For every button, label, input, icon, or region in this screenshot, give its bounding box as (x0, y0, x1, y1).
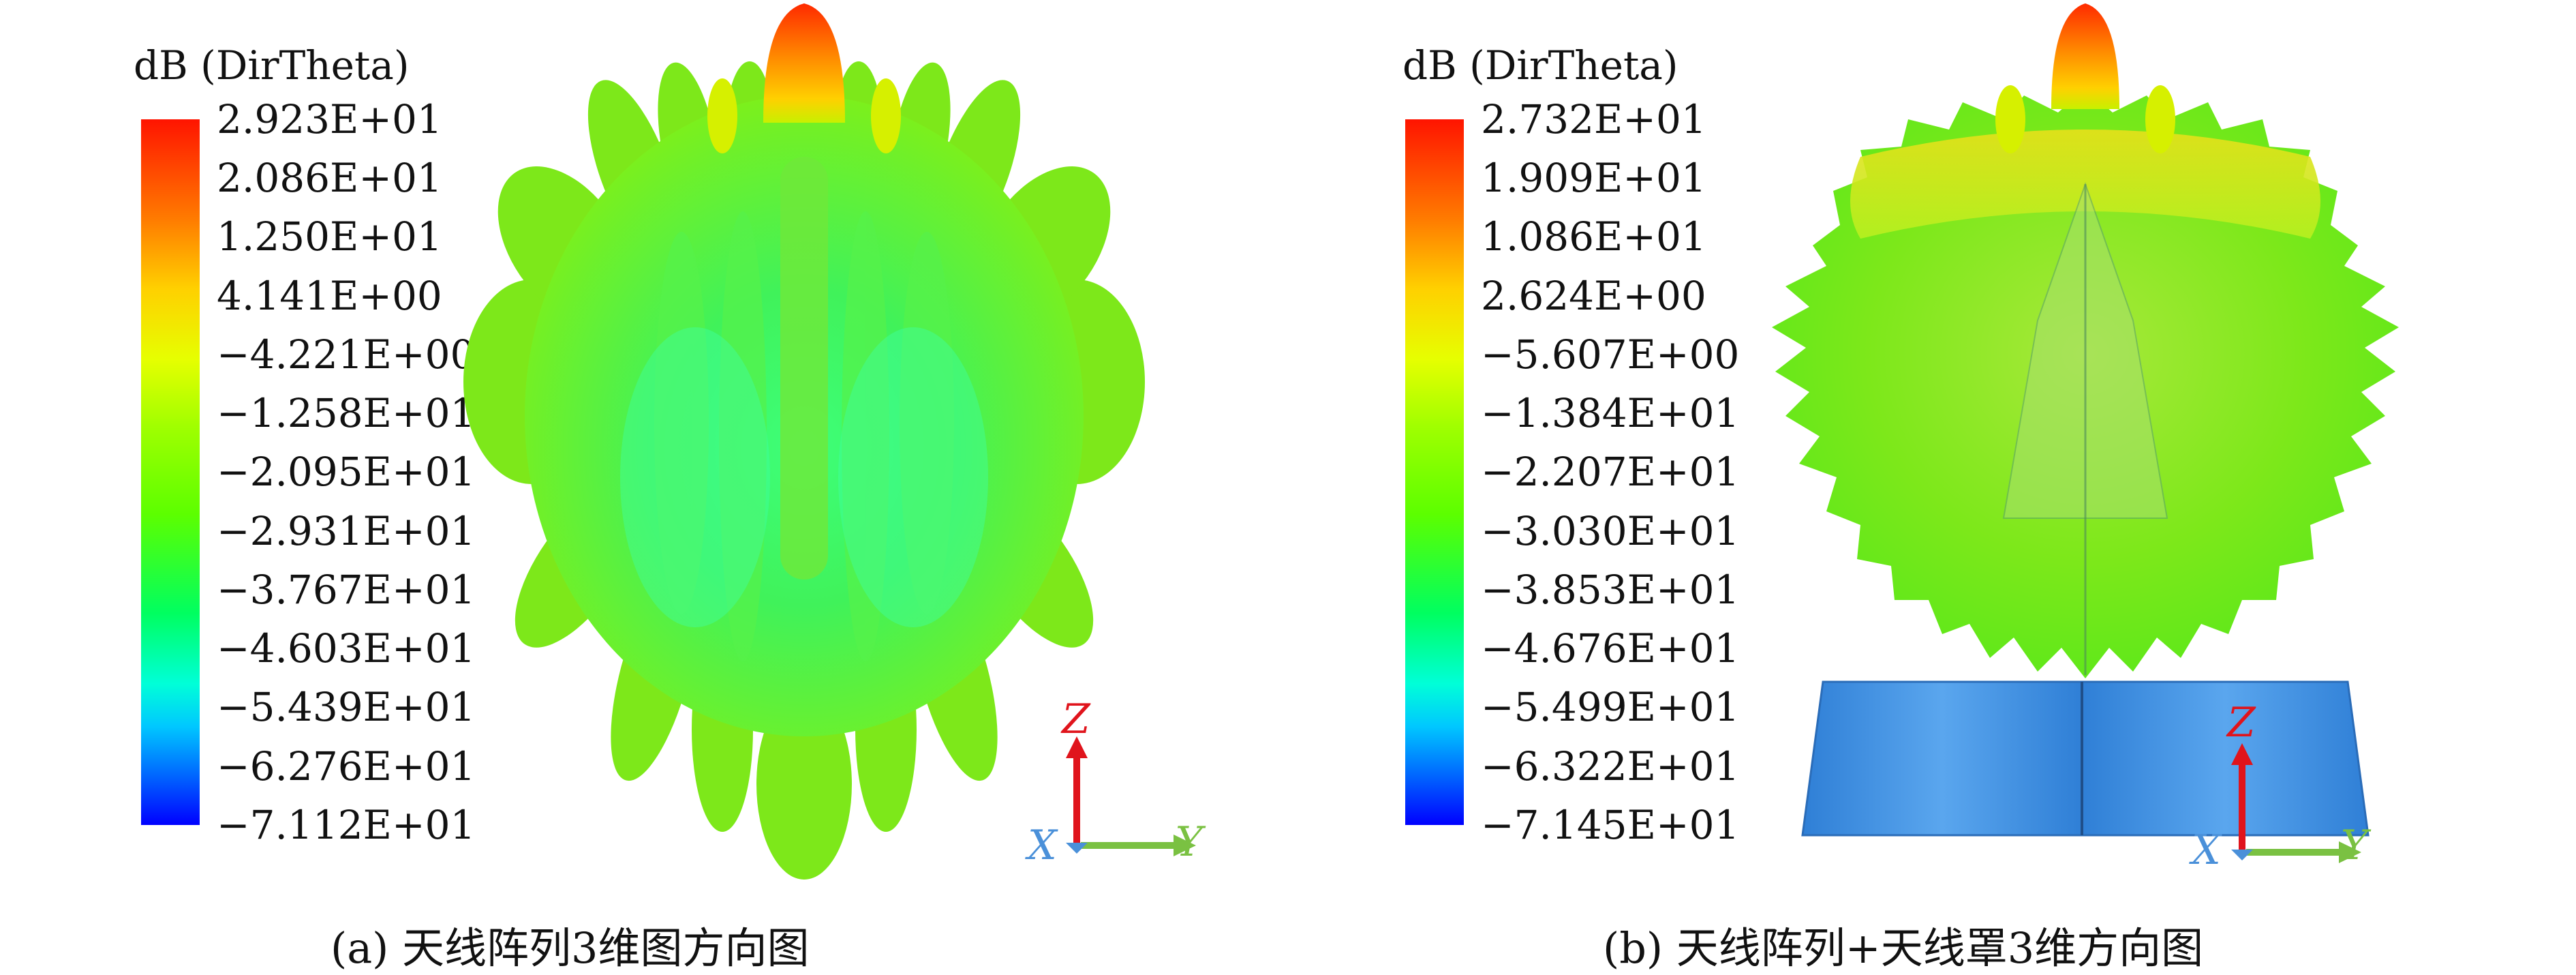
axis-triad (1066, 736, 1196, 856)
legend-title: dB (DirTheta) (134, 42, 410, 89)
tick-label: 4.141E+00 (217, 273, 442, 319)
tick-label: 2.086E+01 (217, 155, 442, 201)
tick-label: −3.767E+01 (217, 567, 476, 613)
panel-a: dB (DirTheta) 2.923E+01 2.086E+01 1.250E… (0, 0, 1288, 973)
axis-y-label: Y (1176, 818, 1203, 866)
axis-x-label: X (1028, 822, 1057, 869)
tick-label: −6.276E+01 (217, 743, 476, 790)
tick-label: −1.258E+01 (217, 390, 476, 436)
tick-label: −5.607E+00 (1481, 331, 1740, 378)
tick-label: −4.676E+01 (1481, 625, 1740, 672)
axis-z-label: Z (1062, 695, 1090, 743)
tick-label: −3.853E+01 (1481, 567, 1740, 613)
tick-label: −5.439E+01 (217, 684, 476, 730)
axis-z-label: Z (2227, 699, 2256, 747)
tick-label: −7.145E+01 (1481, 802, 1740, 848)
axis-triad (2231, 743, 2361, 863)
tick-label: 1.086E+01 (1481, 213, 1706, 260)
figure-caption: (b) 天线阵列+天线罩3维方向图 (1603, 923, 2204, 973)
figure-caption: (a) 天线阵列3维图方向图 (331, 923, 810, 973)
colorbar (141, 119, 200, 825)
tick-label: −2.931E+01 (217, 508, 476, 554)
tick-label: 2.923E+01 (217, 96, 442, 142)
radiation-pattern-3d (463, 3, 1145, 880)
legend-title: dB (DirTheta) (1402, 42, 1678, 89)
tick-label: 1.909E+01 (1481, 155, 1706, 201)
tick-label: 1.250E+01 (217, 213, 442, 260)
tick-label: −7.112E+01 (217, 802, 476, 848)
tick-label: −2.095E+01 (217, 449, 476, 495)
tick-label: −4.221E+00 (217, 331, 476, 378)
tick-label: 2.732E+01 (1481, 96, 1706, 142)
tick-label: −3.030E+01 (1481, 508, 1740, 554)
radiation-pattern-with-radome-3d (1772, 3, 2399, 837)
tick-label: −2.207E+01 (1481, 449, 1740, 495)
tick-label: −5.499E+01 (1481, 684, 1740, 730)
tick-label: 2.624E+00 (1481, 273, 1706, 319)
panel-b: dB (DirTheta) 2.732E+01 1.909E+01 1.086E… (1288, 0, 2576, 973)
colorbar (1405, 119, 1464, 825)
axis-y-label: Y (2341, 822, 2368, 869)
tick-label: −6.322E+01 (1481, 743, 1740, 790)
axis-x-label: X (2192, 826, 2221, 874)
tick-label: −1.384E+01 (1481, 390, 1740, 436)
tick-label: −4.603E+01 (217, 625, 476, 672)
